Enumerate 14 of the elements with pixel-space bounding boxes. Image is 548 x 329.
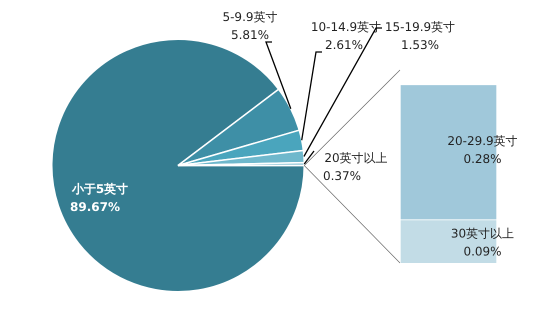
data-label: 0.37% [322, 169, 362, 184]
series-label: 30英寸以上 [450, 226, 514, 240]
slice-label: 15-19.9英寸 [384, 20, 456, 34]
slice-label: 20英寸以上 [324, 151, 388, 166]
series-label: 20-29.9英寸 [447, 134, 518, 148]
slice-label: 5-9.9英寸 [222, 10, 278, 24]
data-label: 2.61% [324, 38, 364, 52]
slice-label: 10-14.9英寸 [310, 20, 382, 34]
slice-label: 小于5英寸 [70, 182, 128, 196]
data-label: 89.67% [70, 200, 120, 214]
data-label: 0.09% [463, 244, 502, 258]
data-label: 5.81% [230, 28, 270, 42]
data-label: 0.28% [463, 152, 502, 166]
data-label: 1.53% [400, 38, 440, 52]
